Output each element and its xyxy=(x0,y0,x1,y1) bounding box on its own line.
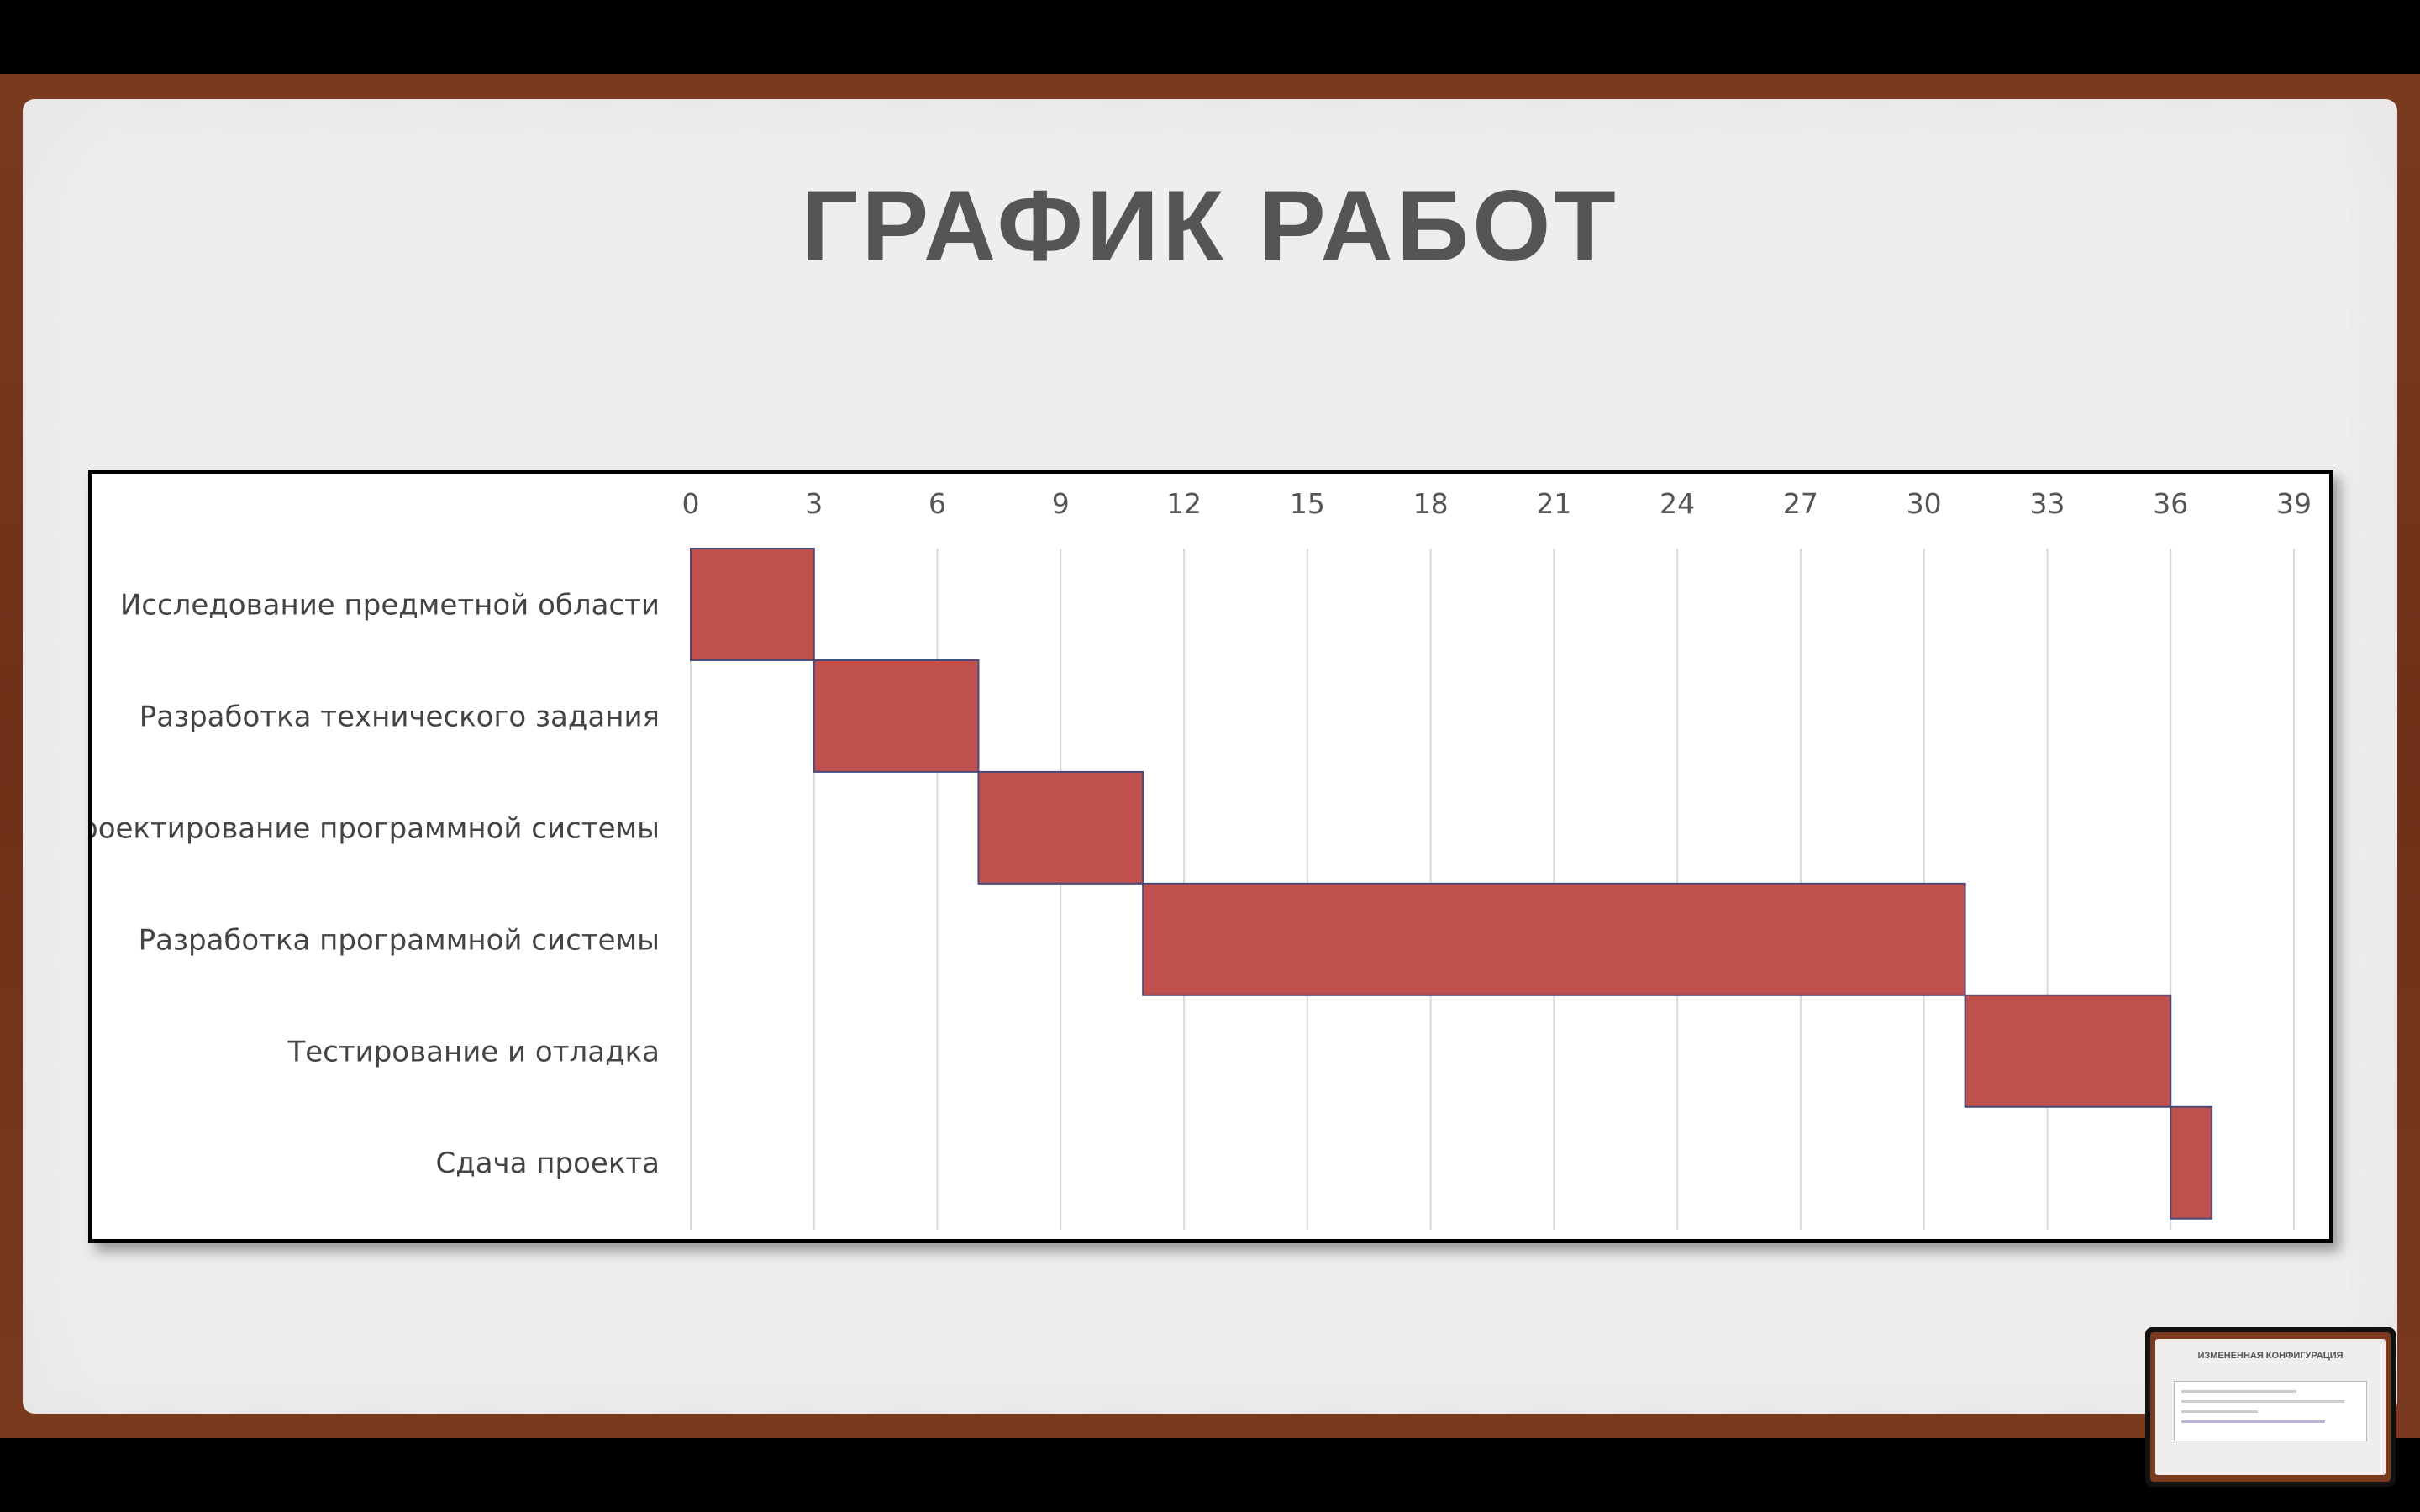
x-tick-label: 15 xyxy=(1290,487,1325,520)
gantt-bar xyxy=(690,548,815,661)
gantt-chart-frame: 0 3 6 9 12 15 18 21 24 27 30 33 36 39 Исследование пре… xyxy=(88,470,2333,1243)
gantt-bar xyxy=(813,659,980,773)
x-tick-label: 9 xyxy=(1052,487,1070,520)
x-tick-label: 39 xyxy=(2276,487,2312,520)
thumbnail-line xyxy=(2181,1400,2344,1403)
thumbnail-line xyxy=(2181,1420,2325,1423)
task-label: Сдача проекта xyxy=(435,1147,660,1180)
x-tick-label: 6 xyxy=(929,487,946,520)
x-tick-label: 24 xyxy=(1660,487,1695,520)
task-label: Разработка программной системы xyxy=(139,923,660,957)
thumbnail-slide: ИЗМЕНЕННАЯ КОНФИГУРАЦИЯ xyxy=(2155,1339,2386,1475)
thumbnail-line xyxy=(2181,1390,2296,1393)
thumbnail-title: ИЗМЕНЕННАЯ КОНФИГУРАЦИЯ xyxy=(2197,1351,2344,1361)
gantt-bar xyxy=(977,770,1144,885)
x-tick-label: 36 xyxy=(2153,487,2188,520)
x-tick-label: 0 xyxy=(682,487,700,520)
gantt-bar xyxy=(1964,994,2172,1108)
x-tick-label: 3 xyxy=(805,487,823,520)
slide-title: ГРАФИК РАБОТ xyxy=(801,170,1619,282)
x-tick-label: 12 xyxy=(1166,487,1202,520)
next-slide-thumbnail[interactable]: ИЗМЕНЕННАЯ КОНФИГУРАЦИЯ xyxy=(2145,1327,2396,1487)
gantt-bar xyxy=(2170,1105,2213,1220)
x-tick-label: 30 xyxy=(1907,487,1942,520)
thumbnail-content-box xyxy=(2174,1381,2367,1441)
x-tick-label: 27 xyxy=(1783,487,1818,520)
task-label: Тестирование и отладка xyxy=(287,1035,660,1068)
thumbnail-line xyxy=(2181,1410,2259,1413)
x-tick-label: 21 xyxy=(1536,487,1571,520)
thumbnail-frame: ИЗМЕНЕННАЯ КОНФИГУРАЦИЯ xyxy=(2150,1332,2391,1482)
x-tick-label: 33 xyxy=(2029,487,2065,520)
task-label: Исследование предметной области xyxy=(120,588,660,622)
task-label: Проектирование программной системы xyxy=(92,811,660,845)
x-tick-label: 18 xyxy=(1413,487,1449,520)
gantt-bar xyxy=(1142,882,1966,996)
task-label: Разработка технического задания xyxy=(139,700,660,733)
